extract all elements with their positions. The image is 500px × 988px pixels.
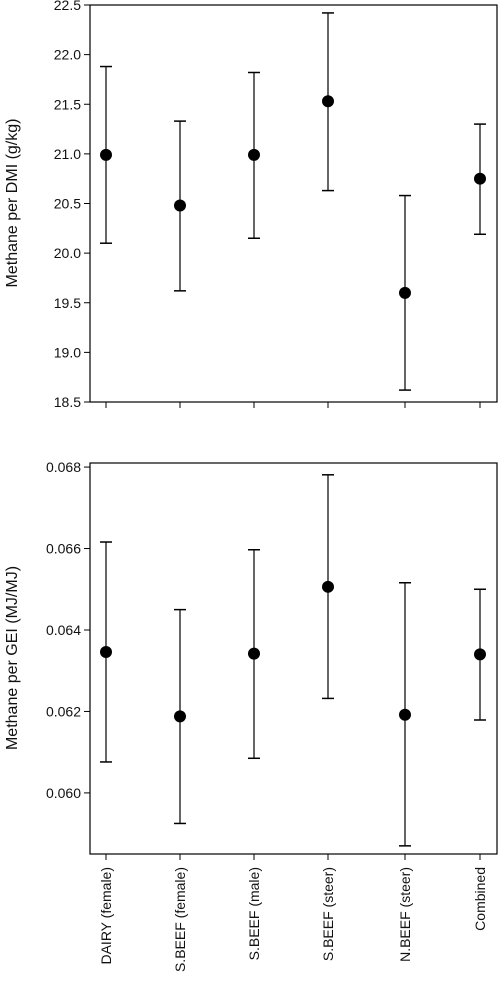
top-x-ticks	[105, 402, 481, 408]
x-category-label: DAIRY (female)	[98, 867, 114, 965]
bottom-panel: 0.060 0.062 0.064 0.066 0.068 DAIRY (female)…	[4, 459, 498, 972]
y-tick-label: 20.5	[54, 196, 81, 212]
y-tick-label: 0.066	[46, 541, 81, 557]
data-point	[248, 148, 260, 161]
data-point	[174, 199, 186, 212]
top-y-ticks: 18.5 19.0 19.5 20.0 20.5 21.0 21.5 22.0 22.5	[54, 0, 90, 410]
x-category-label: N.BEEF (steer)	[397, 867, 413, 962]
data-point	[100, 148, 112, 161]
data-point	[248, 647, 260, 660]
y-tick-label: 0.060	[46, 785, 81, 801]
data-point	[322, 580, 334, 593]
data-point	[399, 708, 411, 721]
bottom-y-axis-title: Methane per GEI (MJ/MJ)	[4, 566, 21, 750]
y-tick-label: 22.0	[54, 47, 81, 63]
bottom-data-marks	[100, 474, 486, 847]
top-data-marks	[100, 12, 486, 391]
y-tick-label: 0.062	[46, 703, 81, 719]
y-tick-label: 20.0	[54, 245, 81, 261]
bottom-y-ticks: 0.060 0.062 0.064 0.066 0.068	[46, 459, 90, 801]
x-category-label: S.BEEF (steer)	[320, 867, 336, 961]
top-y-axis-title: Methane per DMI (g/kg)	[4, 119, 21, 288]
y-tick-label: 0.068	[46, 459, 81, 475]
y-tick-label: 22.5	[54, 0, 81, 13]
top-panel: 18.5 19.0 19.5 20.0 20.5 21.0 21.5 22.0 22.5 Met…	[4, 0, 498, 410]
data-point	[399, 286, 411, 299]
y-tick-label: 21.0	[54, 146, 81, 162]
data-point	[174, 710, 186, 723]
data-point	[322, 95, 334, 108]
y-tick-label: 18.5	[54, 394, 81, 410]
bottom-plot-frame	[89, 462, 498, 855]
bottom-x-ticks: DAIRY (female) S.BEEF (female) S.BEEF (mal…	[98, 854, 488, 972]
x-category-label: S.BEEF (male)	[246, 867, 262, 960]
x-category-label: S.BEEF (female)	[172, 867, 188, 972]
y-tick-label: 19.0	[54, 344, 81, 360]
x-category-label: Combined	[472, 867, 488, 931]
y-tick-label: 19.5	[54, 295, 81, 311]
data-point	[474, 648, 486, 661]
data-point	[474, 172, 486, 185]
y-tick-label: 0.064	[46, 622, 81, 638]
y-tick-label: 21.5	[54, 96, 81, 112]
data-point	[100, 645, 112, 658]
